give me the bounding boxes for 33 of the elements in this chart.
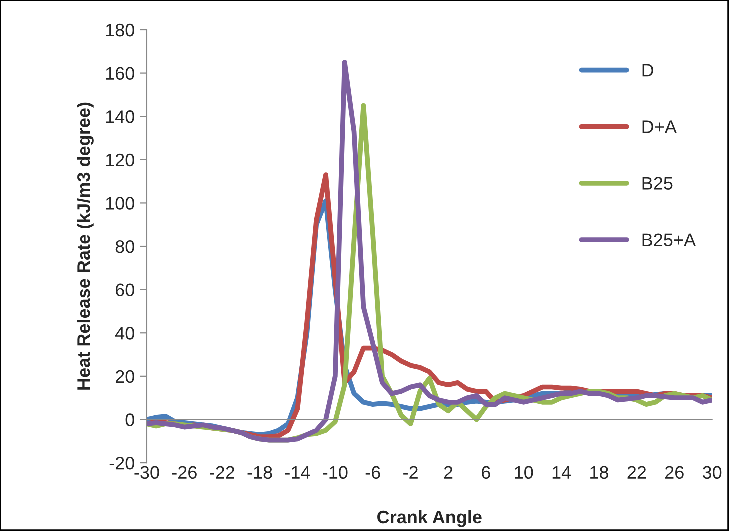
x-tick-label: -10 (323, 466, 348, 480)
x-tick-label: -18 (248, 466, 272, 480)
y-tick-label: 160 (106, 67, 134, 80)
x-tick-label: 30 (702, 466, 722, 480)
x-tick-label: 2 (444, 466, 453, 479)
legend-label: D (642, 64, 654, 77)
x-tick-label: 10 (515, 466, 534, 480)
x-tick-label: 22 (628, 466, 646, 479)
x-tick-label: -26 (172, 466, 197, 480)
y-tick-label: 60 (116, 284, 134, 297)
y-axis-title: Heat Release Rate (kJ/m3 degree) (77, 102, 94, 390)
legend-label: B25 (642, 177, 673, 190)
y-tick-label: 40 (115, 327, 134, 340)
x-tick-label: -22 (210, 466, 234, 479)
x-tick-label: -2 (404, 466, 418, 479)
x-tick-label: -30 (134, 466, 160, 480)
legend-label: D+A (642, 120, 677, 134)
x-tick-label: 26 (665, 466, 684, 480)
y-tick-label: 180 (106, 24, 134, 37)
y-tick-label: 100 (106, 197, 134, 210)
y-tick-label: 140 (106, 110, 134, 124)
y-tick-label: 80 (116, 240, 134, 254)
x-tick-label: -6 (366, 466, 380, 480)
legend-label: B25+A (642, 234, 696, 246)
y-tick-label: 20 (116, 370, 134, 384)
x-tick-label: 14 (552, 466, 572, 479)
x-tick-label: -14 (285, 466, 310, 479)
y-tick-label: -20 (110, 456, 134, 470)
y-tick-label: 120 (106, 154, 134, 167)
x-axis-title: Crank Angle (378, 510, 482, 528)
x-tick-label: 18 (590, 466, 608, 480)
y-tick-label: 0 (126, 414, 134, 426)
x-tick-label: 6 (482, 466, 490, 480)
